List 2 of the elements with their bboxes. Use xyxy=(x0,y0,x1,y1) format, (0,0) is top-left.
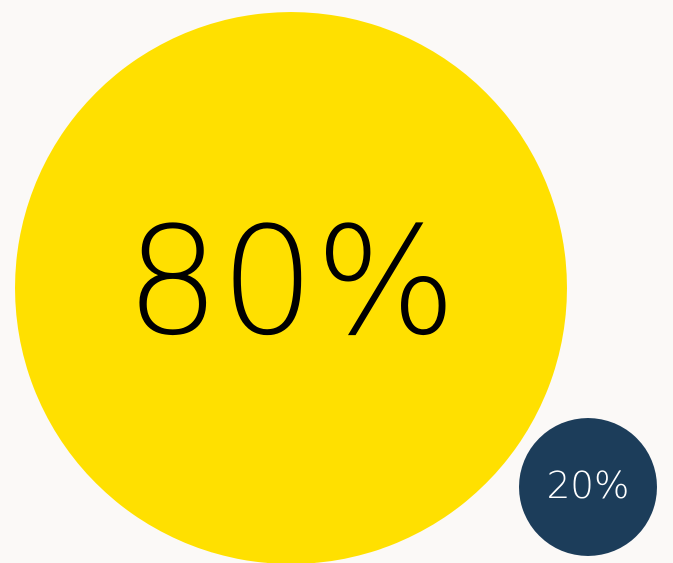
data-label: 80% xyxy=(125,196,457,369)
data-label: 20% xyxy=(546,463,630,507)
